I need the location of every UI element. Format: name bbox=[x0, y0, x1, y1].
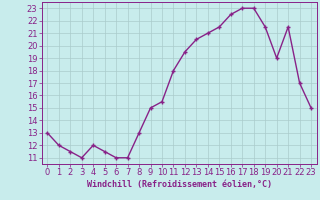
X-axis label: Windchill (Refroidissement éolien,°C): Windchill (Refroidissement éolien,°C) bbox=[87, 180, 272, 189]
